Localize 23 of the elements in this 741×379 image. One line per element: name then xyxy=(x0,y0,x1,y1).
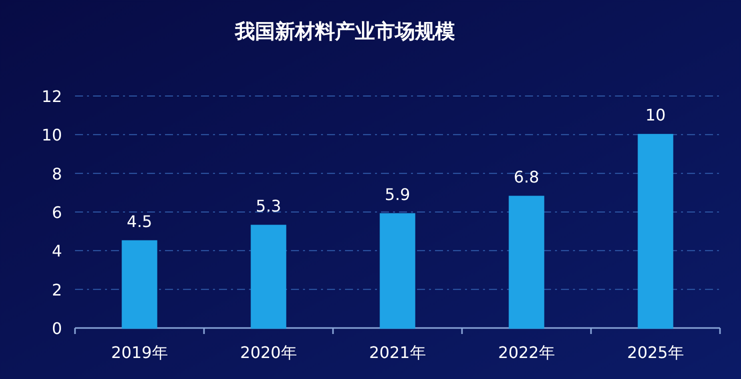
chart-title: 我国新材料产业市场规模 xyxy=(234,19,455,43)
y-tick-label: 0 xyxy=(52,319,62,338)
y-tick-label: 12 xyxy=(42,87,62,106)
bar xyxy=(508,196,544,329)
data-label: 6.8 xyxy=(514,168,540,187)
x-tick-label: 2025年 xyxy=(627,343,684,362)
bar xyxy=(250,224,286,329)
data-label: 10 xyxy=(645,106,666,125)
x-tick-label: 2022年 xyxy=(498,343,555,362)
x-tick-label: 2021年 xyxy=(369,343,426,362)
y-tick-label: 2 xyxy=(52,280,62,300)
y-tick-label: 8 xyxy=(52,164,62,184)
y-tick-label: 6 xyxy=(52,203,62,222)
bar xyxy=(380,213,416,329)
data-label: 5.9 xyxy=(384,184,410,204)
y-tick-label: 4 xyxy=(52,242,62,261)
data-label: 5.3 xyxy=(256,196,282,216)
y-tick-label: 10 xyxy=(42,126,62,145)
x-tick-label: 2020年 xyxy=(240,343,297,362)
bar xyxy=(122,240,158,329)
bar xyxy=(638,134,674,329)
data-label: 4.5 xyxy=(126,212,152,231)
x-tick-label: 2019年 xyxy=(111,343,168,362)
